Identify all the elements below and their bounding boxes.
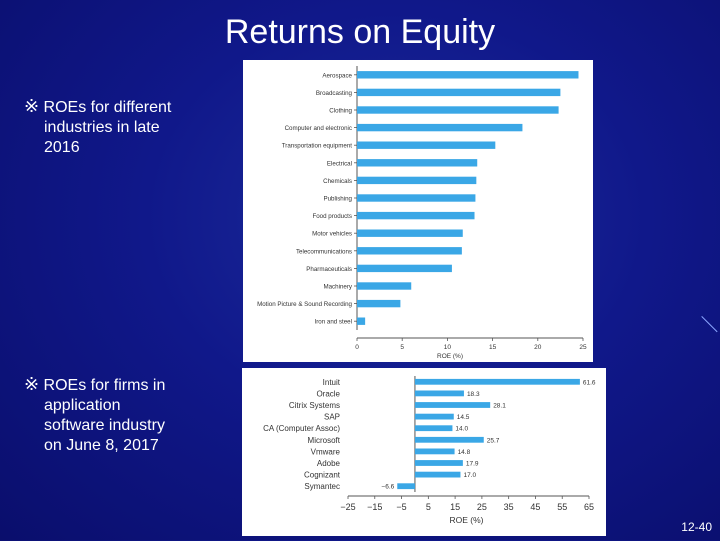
firm-label-oracle: Oracle (316, 389, 340, 398)
bar-telecommunications (357, 247, 462, 255)
value-label-adobe: 17.9 (466, 461, 479, 468)
x-tick-label-8: 55 (557, 502, 567, 512)
bar-electrical (357, 159, 478, 167)
x-axis-label: ROE (%) (437, 353, 463, 360)
bullet-industries-line-2: industries in late (44, 119, 160, 136)
category-label-iron-and-steel: Iron and steel (315, 319, 353, 326)
bar-chemicals (357, 176, 477, 185)
category-label-transportation-equipment: Transportation equipment (282, 143, 353, 150)
category-label-chemicals: Chemicals (323, 178, 352, 185)
bar-machinery (357, 282, 412, 290)
firm-label-intuit: Intuit (323, 378, 341, 387)
bar-motion-picture-sound-recording (357, 299, 401, 308)
bar-symantec (397, 483, 415, 490)
bar-publishing (357, 194, 476, 202)
x-tick-label-0: 0 (355, 344, 359, 351)
x-tick-label-4: 15 (450, 502, 460, 512)
bullet-industries: ※ ROEs for different industries in late … (24, 96, 224, 158)
x-tick-label-6: 35 (504, 502, 514, 512)
value-label-vmware: 14.8 (458, 449, 471, 456)
value-label-intuit: 61.6 (583, 379, 596, 386)
industry-roe-chart: Aerospace Broadcasting Clothing Computer an… (243, 60, 593, 362)
software-firm-roe-chart: Intuit 61.6 Oracle 18.3 Citrix Systems 28.1 SA… (242, 368, 606, 536)
bar-computer-and-electronic (357, 123, 523, 132)
bar-transportation-equipment (357, 141, 496, 149)
bar-cognizant (414, 471, 461, 478)
decorative-line (701, 316, 718, 333)
firm-label-ca-computer-assoc: CA (Computer Assoc) (263, 424, 340, 433)
x-tick-label-1: −15 (367, 502, 382, 512)
x-tick-label-25: 25 (579, 344, 587, 351)
x-tick-label-0: −25 (340, 502, 355, 512)
category-label-food-products: Food products (312, 213, 352, 220)
firm-label-adobe: Adobe (317, 459, 341, 468)
x-tick-label-2: −5 (396, 502, 406, 512)
reference-mark-icon: ※ (24, 374, 40, 394)
bar-clothing (357, 106, 559, 114)
value-label-symantec: −6.6 (381, 484, 394, 491)
page-number: 12-40 (681, 520, 712, 534)
bar-oracle (414, 390, 464, 397)
category-label-aerospace: Aerospace (322, 72, 352, 79)
bar-pharmaceuticals (357, 264, 452, 273)
bullet-software-line-3: software industry (44, 417, 165, 434)
value-label-ca-computer-assoc: 14.0 (455, 426, 468, 433)
value-label-microsoft: 25.7 (487, 437, 500, 444)
x-tick-label-5: 5 (400, 344, 404, 351)
x-tick-label-15: 15 (489, 344, 497, 351)
category-label-publishing: Publishing (323, 196, 352, 203)
x-tick-label-5: 25 (477, 502, 487, 512)
value-label-oracle: 18.3 (467, 391, 480, 398)
bar-sap (414, 413, 454, 420)
category-label-broadcasting: Broadcasting (316, 90, 353, 97)
bar-iron-and-steel (357, 317, 366, 325)
firm-label-cognizant: Cognizant (304, 471, 341, 480)
x-tick-label-9: 65 (584, 502, 594, 512)
bar-food-products (357, 211, 475, 220)
bar-aerospace (357, 71, 579, 79)
industry-roe-chart-svg: Aerospace Broadcasting Clothing Computer an… (257, 66, 587, 360)
category-label-motor-vehicles: Motor vehicles (312, 231, 352, 238)
reference-mark-icon: ※ (24, 96, 40, 116)
category-label-computer-and-electronic: Computer and electronic (285, 125, 352, 132)
value-label-cognizant: 17.0 (463, 472, 476, 479)
x-tick-label-20: 20 (534, 344, 542, 351)
firm-label-vmware: Vmware (311, 447, 341, 456)
firm-label-citrix-systems: Citrix Systems (289, 401, 340, 410)
value-label-citrix-systems: 28.1 (493, 403, 506, 410)
category-label-clothing: Clothing (329, 108, 352, 115)
x-axis-label: ROE (%) (450, 515, 484, 525)
firm-label-sap: SAP (324, 413, 340, 422)
bar-motor-vehicles (357, 229, 463, 237)
category-label-pharmaceuticals: Pharmaceuticals (306, 266, 352, 273)
value-label-sap: 14.5 (457, 414, 470, 421)
category-label-telecommunications: Telecommunications (296, 248, 352, 255)
bar-adobe (414, 460, 463, 466)
x-tick-label-3: 5 (426, 502, 431, 512)
bullet-software-line-1: ※ ROEs for firms in (24, 374, 166, 394)
software-firm-roe-chart-svg: Intuit 61.6 Oracle 18.3 Citrix Systems 28.1 SA… (263, 376, 596, 525)
category-label-electrical: Electrical (327, 160, 352, 167)
bar-intuit (414, 378, 580, 385)
bullet-software-firms: ※ ROEs for firms in application software… (24, 374, 224, 456)
bar-broadcasting (357, 88, 561, 97)
bar-microsoft (414, 436, 484, 443)
bullet-software-line-2: application (44, 397, 121, 414)
bullet-software-line-4: on June 8, 2017 (44, 437, 159, 454)
bar-ca-computer-assoc (414, 425, 453, 432)
category-label-motion-picture-sound-recording: Motion Picture & Sound Recording (257, 301, 352, 308)
slide-title: Returns on Equity (224, 13, 496, 51)
firm-label-symantec: Symantec (304, 482, 340, 491)
bar-vmware (414, 448, 455, 455)
category-label-machinery: Machinery (323, 284, 352, 291)
bullet-industries-line-3: 2016 (44, 139, 80, 156)
bar-citrix-systems (414, 402, 491, 408)
x-tick-label-10: 10 (444, 344, 452, 351)
bullet-industries-line-1: ※ ROEs for different (24, 96, 172, 116)
firm-label-microsoft: Microsoft (308, 436, 341, 445)
x-tick-label-7: 45 (530, 502, 540, 512)
